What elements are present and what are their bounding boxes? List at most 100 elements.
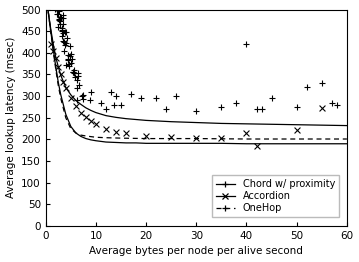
Point: [59, 28, 65, 32]
Point: [53, 3, 59, 7]
Point: [319, 106, 325, 110]
Point: [65, 53, 70, 57]
Point: [244, 42, 250, 46]
Point: [55, 12, 61, 16]
Point: [60, 15, 66, 20]
Point: [48, 3, 53, 7]
Point: [56, 9, 62, 14]
Point: [75, 71, 81, 75]
Point: [67, 54, 73, 58]
Point: [48, 42, 53, 46]
Point: [254, 144, 260, 148]
Point: [71, 71, 76, 75]
Point: [55, 3, 61, 7]
Point: [72, 75, 78, 80]
Point: [53, 5, 59, 9]
Point: [51, 3, 57, 7]
Point: [58, 16, 64, 20]
Point: [113, 129, 119, 134]
Point: [103, 127, 109, 131]
Point: [66, 57, 71, 62]
Point: [83, 115, 89, 119]
Point: [53, 3, 59, 7]
Point: [163, 107, 169, 111]
Point: [62, 43, 68, 47]
Point: [50, 3, 55, 7]
Point: [319, 81, 325, 85]
Point: [70, 70, 75, 74]
Point: [294, 105, 299, 109]
Point: [57, 15, 63, 19]
Point: [194, 109, 199, 113]
Point: [49, 3, 55, 7]
Point: [48, 3, 54, 7]
Point: [61, 40, 67, 44]
Point: [51, 3, 56, 7]
Point: [56, 17, 61, 21]
Point: [64, 36, 70, 41]
Point: [47, 3, 53, 7]
Point: [75, 74, 81, 78]
Point: [53, 3, 59, 7]
Point: [56, 18, 62, 22]
Point: [67, 64, 73, 68]
Point: [61, 49, 66, 53]
Point: [60, 29, 65, 33]
Point: [111, 103, 117, 107]
Point: [80, 94, 85, 99]
Point: [80, 93, 86, 97]
Point: [71, 68, 77, 72]
Point: [69, 57, 75, 61]
Point: [329, 101, 335, 105]
Point: [52, 3, 58, 7]
Point: [173, 94, 179, 98]
Point: [53, 7, 59, 11]
Point: [49, 3, 55, 7]
Point: [51, 3, 56, 7]
Point: [168, 135, 174, 139]
Point: [108, 90, 114, 94]
Point: [49, 3, 55, 7]
Point: [269, 96, 275, 100]
Point: [50, 3, 56, 7]
Point: [93, 122, 99, 126]
Point: [74, 98, 80, 102]
Point: [88, 90, 93, 95]
Point: [63, 86, 69, 90]
Point: [259, 107, 265, 111]
Point: [244, 131, 250, 135]
Point: [67, 44, 73, 48]
X-axis label: Average bytes per node per alive second: Average bytes per node per alive second: [89, 247, 303, 256]
Point: [254, 107, 260, 111]
Point: [60, 39, 66, 43]
Point: [219, 105, 224, 109]
Point: [68, 52, 74, 56]
Point: [66, 61, 72, 66]
Point: [68, 96, 74, 100]
Point: [74, 78, 80, 82]
Point: [74, 86, 79, 90]
Point: [58, 72, 64, 77]
Point: [55, 12, 60, 16]
Point: [304, 85, 309, 90]
Point: [54, 5, 60, 9]
Point: [123, 131, 129, 135]
Point: [98, 101, 104, 105]
Point: [50, 48, 56, 53]
Point: [87, 97, 93, 102]
Point: [65, 58, 71, 62]
Point: [60, 13, 66, 17]
Point: [52, 3, 58, 7]
Point: [57, 19, 63, 23]
Point: [194, 136, 199, 140]
Point: [143, 134, 149, 139]
Point: [63, 41, 69, 46]
Point: [47, 3, 53, 7]
Point: [60, 31, 66, 36]
Point: [51, 3, 56, 7]
Point: [57, 22, 63, 26]
Point: [103, 107, 109, 111]
Point: [138, 96, 144, 100]
Point: [76, 83, 81, 88]
Point: [47, 3, 53, 7]
